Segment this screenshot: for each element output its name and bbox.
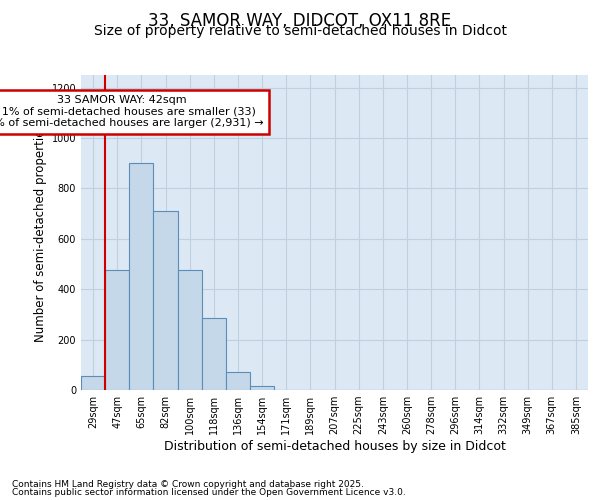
- Bar: [178, 270, 202, 390]
- Bar: [105, 270, 129, 390]
- Text: Contains HM Land Registry data © Crown copyright and database right 2025.: Contains HM Land Registry data © Crown c…: [12, 480, 364, 489]
- Text: 33, SAMOR WAY, DIDCOT, OX11 8RE: 33, SAMOR WAY, DIDCOT, OX11 8RE: [148, 12, 452, 30]
- Text: 33 SAMOR WAY: 42sqm
← 1% of semi-detached houses are smaller (33)
99% of semi-de: 33 SAMOR WAY: 42sqm ← 1% of semi-detache…: [0, 95, 264, 128]
- Text: Contains public sector information licensed under the Open Government Licence v3: Contains public sector information licen…: [12, 488, 406, 497]
- X-axis label: Distribution of semi-detached houses by size in Didcot: Distribution of semi-detached houses by …: [164, 440, 505, 453]
- Bar: [129, 163, 154, 390]
- Bar: [202, 318, 226, 390]
- Bar: [250, 386, 274, 390]
- Bar: [226, 372, 250, 390]
- Bar: [81, 376, 105, 390]
- Text: Size of property relative to semi-detached houses in Didcot: Size of property relative to semi-detach…: [94, 24, 506, 38]
- Y-axis label: Number of semi-detached properties: Number of semi-detached properties: [34, 123, 47, 342]
- Bar: [154, 211, 178, 390]
